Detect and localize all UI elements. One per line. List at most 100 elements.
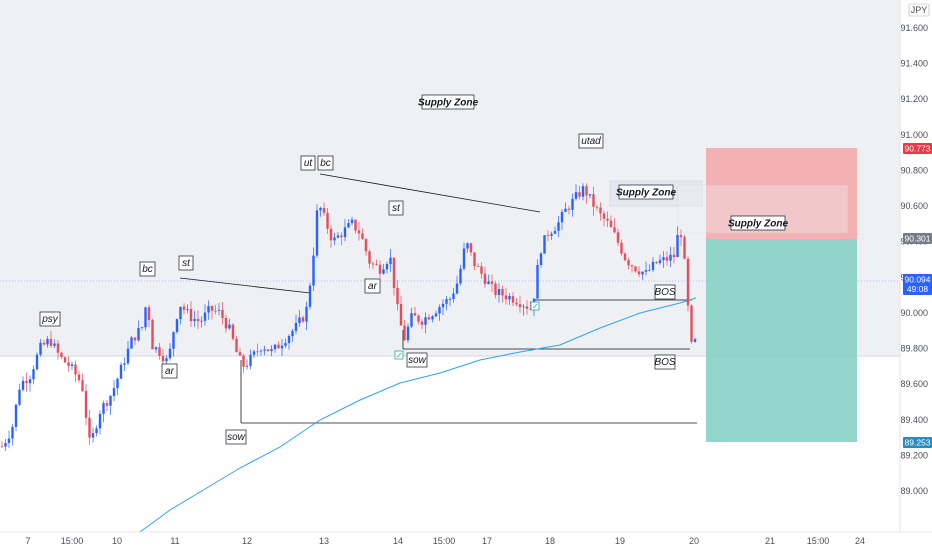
candle-body <box>336 235 340 238</box>
label-supply-zone: Supply Zone <box>418 94 478 110</box>
price-tick-label: 91.600 <box>900 23 928 33</box>
time-tick-label: 12 <box>242 536 252 546</box>
candle-body <box>11 426 14 439</box>
label-ut: ut <box>300 155 316 171</box>
candle-body <box>483 273 487 284</box>
time-tick-label: 11 <box>170 536 179 546</box>
label-supply-zone: Supply Zone <box>728 215 788 231</box>
svg-text:BOS: BOS <box>654 287 675 298</box>
candle-body <box>105 403 109 406</box>
candle-body <box>179 306 182 320</box>
candle-body <box>81 380 84 391</box>
candle-body <box>245 365 249 367</box>
svg-text:BOS: BOS <box>654 357 675 368</box>
svg-text:ut: ut <box>304 158 314 169</box>
candle-body <box>515 302 518 305</box>
label-bos: BOS <box>654 354 676 370</box>
svg-text:Supply Zone: Supply Zone <box>616 188 676 199</box>
svg-text:89.253: 89.253 <box>905 438 931 448</box>
candle-body <box>182 306 186 310</box>
candle-body <box>175 319 179 333</box>
time-tick-label: 24 <box>855 536 865 546</box>
candle-body <box>161 355 165 362</box>
candle-body <box>560 211 564 223</box>
candle-body <box>399 304 403 326</box>
candle-body <box>361 233 364 240</box>
candle-body <box>25 380 28 384</box>
candle-body <box>252 351 256 355</box>
candle-body <box>490 281 494 284</box>
candle-body <box>634 266 637 272</box>
candle-body <box>305 306 308 322</box>
candle-body <box>455 283 459 294</box>
price-tick-label: 90.800 <box>900 165 928 175</box>
svg-text:st: st <box>182 258 191 269</box>
zone-labels: Supply Zone Supply Zone Supply Zone <box>418 94 788 231</box>
candle-body <box>627 260 630 266</box>
candle-body <box>427 317 431 320</box>
candle-body <box>567 208 571 210</box>
candle-body <box>224 317 228 329</box>
price-tick-label: 91.000 <box>900 130 928 140</box>
candle-body <box>203 312 207 321</box>
candle-body <box>133 337 137 341</box>
candle-body <box>77 374 81 381</box>
candle-body <box>553 230 557 234</box>
candle-body <box>522 306 525 308</box>
candle-body <box>172 332 175 349</box>
candle-body <box>91 433 95 438</box>
label-bos: BOS <box>654 284 676 300</box>
price-tick-label: 89.800 <box>900 344 928 354</box>
time-tick-label: 15:00 <box>807 536 830 546</box>
candle-body <box>137 327 140 341</box>
candle-body <box>144 307 147 328</box>
candle-body <box>371 263 375 265</box>
candle-body <box>228 324 231 329</box>
candle-body <box>375 263 378 265</box>
candle-body <box>448 299 452 300</box>
price-tag-target-upper: 90.773 <box>903 143 932 154</box>
candle-body <box>284 343 287 346</box>
label-supply-zone: Supply Zone <box>616 184 676 200</box>
candle-body <box>403 325 406 341</box>
candle-body <box>301 317 305 322</box>
candle-body <box>410 313 413 327</box>
candle-body <box>392 257 396 288</box>
candle-body <box>259 350 263 352</box>
candle-body <box>200 320 203 322</box>
candle-body <box>168 348 172 359</box>
candle-body <box>683 237 686 259</box>
candle-body <box>686 258 690 306</box>
time-tick-label: 18 <box>545 536 555 546</box>
candle-body <box>42 342 46 345</box>
time-axis[interactable] <box>0 532 900 550</box>
candle-body <box>357 230 361 234</box>
candle-body <box>217 309 221 311</box>
price-tick-label: 90.000 <box>900 308 928 318</box>
label-st: st <box>388 200 404 216</box>
candle-body <box>385 264 389 270</box>
candle-body <box>613 227 616 233</box>
price-tick-label: 91.400 <box>900 59 928 69</box>
price-tick-label: 89.400 <box>900 415 928 425</box>
candle-body <box>116 378 119 389</box>
price-tick-label: 89.600 <box>900 379 928 389</box>
candle-body <box>49 338 53 346</box>
candle-body <box>452 293 455 300</box>
candle-body <box>263 349 266 351</box>
candle-body <box>441 303 445 308</box>
candle-body <box>368 251 371 264</box>
time-tick-label: 7 <box>25 536 30 546</box>
candle-body <box>609 220 613 228</box>
candle-body <box>676 235 679 258</box>
candle-body <box>574 192 578 199</box>
candle-body <box>67 362 70 366</box>
candle-body <box>518 304 522 308</box>
candle-body <box>98 413 102 429</box>
svg-text:✓: ✓ <box>532 302 539 311</box>
candle-body <box>347 223 350 228</box>
time-tick-label: 17 <box>482 536 492 546</box>
candle-body <box>308 285 312 307</box>
moving-average-line <box>139 297 697 533</box>
